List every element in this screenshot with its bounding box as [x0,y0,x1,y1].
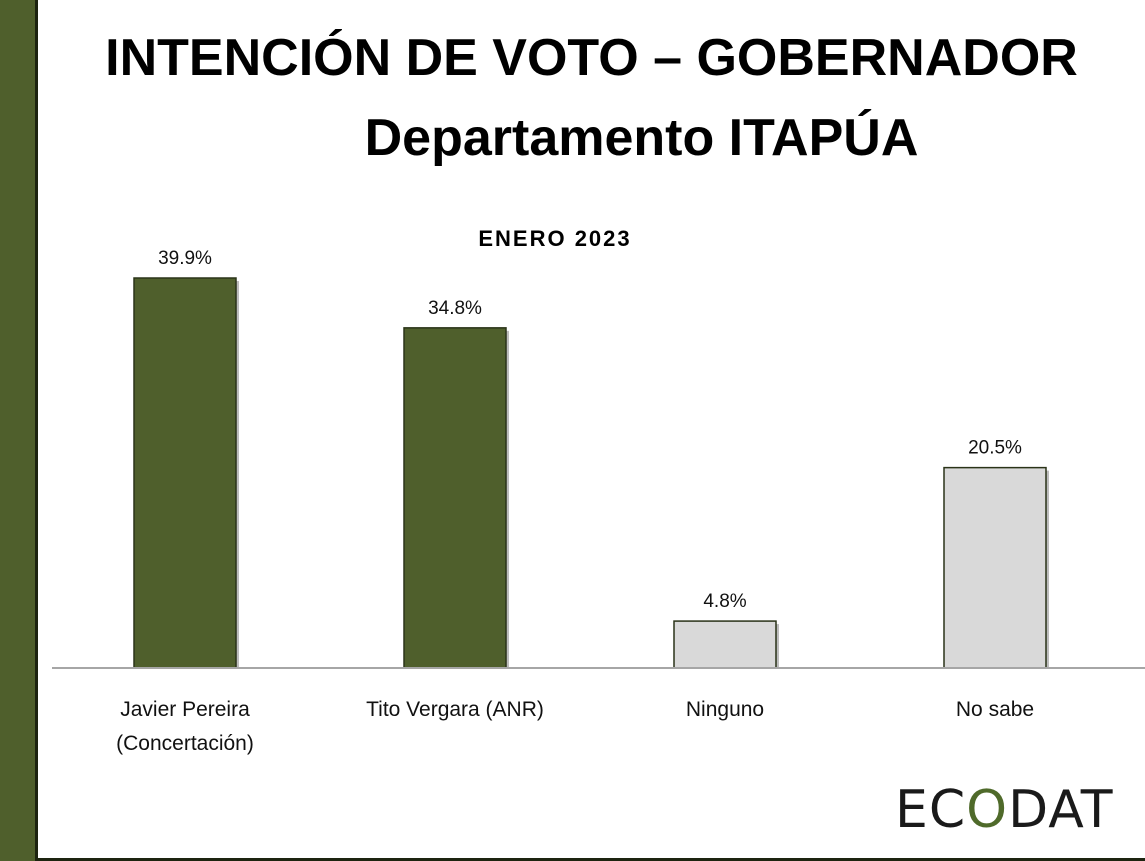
data-label: 20.5% [968,438,1022,459]
page-subtitle: Departamento ITAPÚA [364,109,919,167]
ecodat-logo: ECODAT [895,780,1114,840]
page-title: INTENCIÓN DE VOTO – GOBERNADOR [105,29,1078,87]
data-label: 34.8% [428,298,482,319]
chart-title: ENERO 2023 [478,226,631,251]
left-accent-bar [0,0,38,861]
data-label: 4.8% [703,591,746,612]
bottom-border [38,858,1145,861]
bar [133,277,237,669]
bar [673,620,777,669]
category-label: Javier Pereira [120,698,250,721]
category-label: Tito Vergara (ANR) [366,698,544,721]
category-label: (Concertación) [116,732,254,755]
bar [943,466,1047,669]
bar [403,327,507,669]
data-label: 39.9% [158,248,212,269]
category-label: Ninguno [686,698,764,721]
category-label: No sabe [956,698,1034,721]
